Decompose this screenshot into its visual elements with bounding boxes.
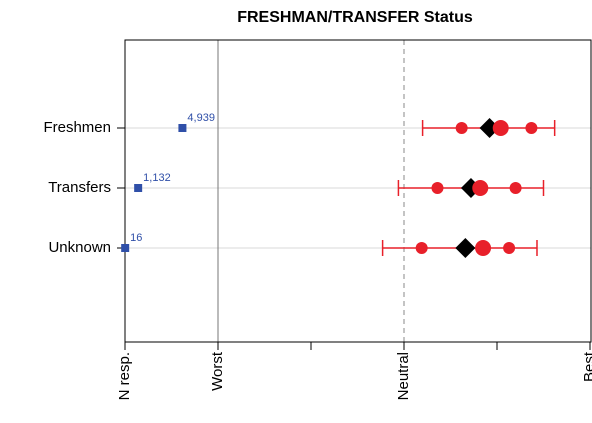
count-label: 16 [130, 232, 142, 244]
plot-frame [124, 39, 592, 343]
quartile-dot [509, 182, 522, 194]
x-tick-label: Worst [209, 351, 226, 391]
quartile-dot [415, 242, 428, 254]
count-label: 4,939 [187, 112, 215, 124]
median-diamond [455, 238, 476, 258]
quartile-dot [431, 182, 444, 194]
count-label: 1,132 [143, 172, 171, 184]
y-tick-label: Transfers [48, 179, 111, 196]
quartile-dot [503, 242, 516, 254]
count-marker [178, 124, 187, 132]
quartile-dot [455, 122, 468, 134]
chart-title: FRESHMAN/TRANSFER Status [237, 9, 473, 26]
quartile-dot [525, 122, 538, 134]
mean-dot [492, 120, 509, 136]
y-tick-label: Unknown [48, 239, 111, 256]
count-marker [121, 244, 130, 252]
mean-dot [472, 180, 489, 196]
x-tick-label: Neutral [395, 352, 412, 400]
count-marker [134, 184, 143, 192]
x-tick-label: N resp. [116, 352, 133, 400]
x-tick-label: Best [581, 351, 592, 382]
y-tick-label: Freshmen [43, 119, 111, 136]
mean-dot [475, 240, 492, 256]
